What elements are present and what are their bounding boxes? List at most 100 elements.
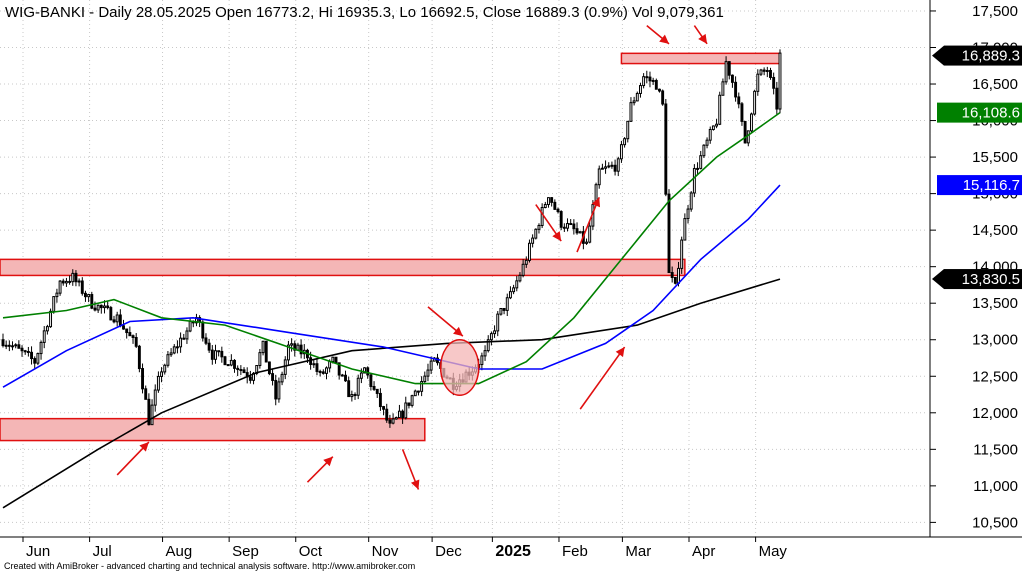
price-tag-box [944,45,1022,66]
candle-body [99,304,103,309]
candle-body [743,120,747,144]
candle-body [667,193,671,274]
price-zone [0,258,686,277]
arrow-shaft [576,196,600,253]
xtick-label: Jun [26,543,50,560]
candle-body [179,337,183,348]
candle-body [413,390,417,397]
candle-body [508,291,512,299]
candle-body [318,370,322,373]
candle-body [7,344,11,347]
ytick-label: 14,500 [972,222,1018,239]
candle-body [1,339,5,347]
candle-body [226,364,230,367]
candle-body [258,352,262,367]
candle-body [550,197,554,203]
candle-body [264,340,268,363]
candle-body [125,328,129,334]
candle-body [610,164,614,167]
arrow-head [139,442,149,452]
candle-body [109,307,113,321]
candle-body [185,330,189,340]
candle-body [759,69,763,75]
ytick-label: 10,500 [972,514,1018,531]
candle-body [702,144,706,157]
price-zone [620,52,781,65]
candle-body [175,346,179,349]
price-tag-box [944,269,1022,290]
candle-body [394,417,398,420]
xtick-label: 2025 [495,543,531,560]
candle-body [103,305,106,309]
candle-body [670,272,674,278]
candle-body [746,130,750,144]
candle-body [328,361,332,369]
arrow-head [552,231,562,242]
candle-body [613,164,617,172]
candle-body [512,287,516,293]
ytick-label: 15,500 [972,149,1018,166]
candle-body [217,350,221,353]
candle-body [727,61,731,76]
candle-body [375,388,379,394]
candle-body [626,120,630,140]
price-tag-pointer [932,45,944,66]
candle-body [93,307,97,311]
candle-body [721,81,725,96]
candle-body [711,125,715,130]
candle-body [740,103,744,122]
candle-body [683,218,687,241]
candle-body [585,241,588,244]
price-tag-box [937,102,1022,123]
candle-body [68,280,72,283]
candle-body [144,388,148,400]
candle-body [33,358,37,364]
candle-body [673,276,677,284]
candle-body [505,297,509,311]
candle-body [325,367,328,374]
candle-body [223,356,227,366]
candle-body [17,344,21,349]
candle-body [540,206,544,226]
candle-body [128,332,132,337]
candle-body [359,372,363,379]
candle-body [96,304,100,311]
candle-body [271,373,275,381]
candle-body [163,364,167,373]
arrow-head [323,456,333,467]
candle-body [737,96,741,105]
candle-body [55,292,59,298]
candle-body [315,363,319,372]
candle-body [486,339,490,352]
candle-body [350,394,354,398]
candle-body [283,359,287,375]
candle-body [210,349,214,360]
candle-body [623,138,627,146]
candle-body [166,354,170,366]
candle-body [134,336,138,347]
candle-body [372,385,376,390]
candle-body [407,402,411,406]
candle-body [762,69,766,72]
candle-body [58,280,62,294]
candle-body [429,360,433,371]
candle-body [201,321,205,339]
candle-body [77,280,81,283]
candle-body [775,87,779,110]
candle-body [524,259,528,265]
price-tag-box [937,175,1022,196]
candle-body [680,239,684,269]
candle-body [521,263,525,276]
candle-body [750,113,753,132]
candle-body [153,389,157,406]
candle-body [499,307,503,315]
candle-body [686,208,690,220]
candle-body [353,394,357,397]
candle-body [664,103,668,195]
candle-body [483,350,487,357]
candle-body [160,371,164,377]
candle-body [480,355,484,366]
candle-body [64,280,68,284]
candle-body [404,402,408,419]
